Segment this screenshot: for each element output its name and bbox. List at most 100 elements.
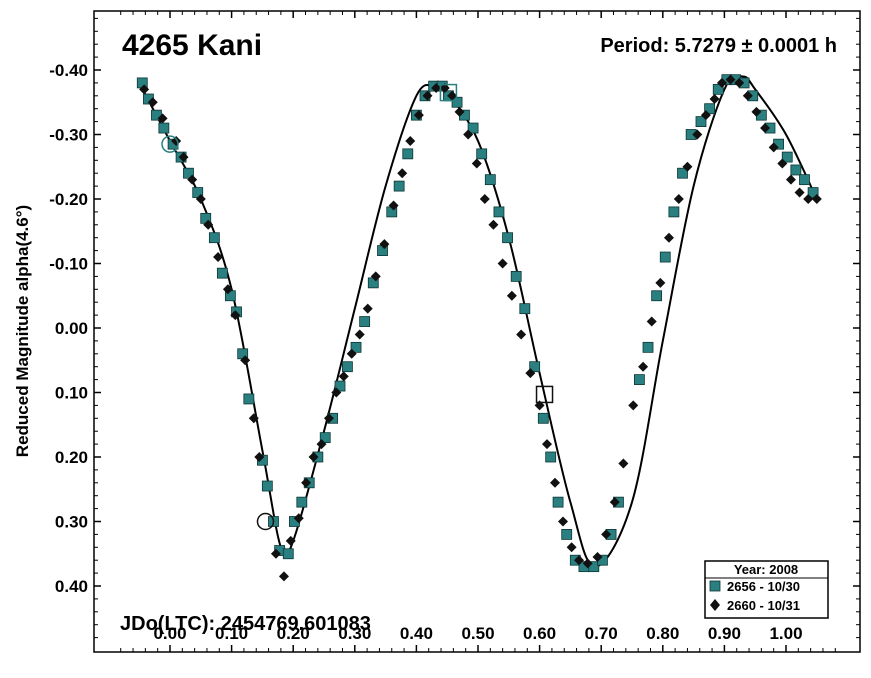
point-2656 [799,174,810,186]
plot-frame [93,10,861,653]
x-tick-label: 0.90 [708,624,741,643]
point-2660 [431,83,442,94]
point-2660 [497,258,508,269]
point-2656 [561,529,573,540]
highlight-square [535,385,554,404]
point-2656 [208,232,220,244]
legend-label-2656: 2656 - 10/30 [727,579,800,594]
x-tick-label: 0.30 [338,624,371,643]
point-2656 [712,83,724,95]
point-2656 [243,393,255,405]
point-2660 [422,90,433,101]
point-2660 [479,194,490,204]
x-axis: 0.00 0.10 0.20 0.30 0.40 0.50 0.60 0.70 0.80 0.90… [120,11,836,652]
point-2660 [278,571,289,582]
point-2656 [807,187,819,198]
chart-title: 4265 Kani [122,29,262,62]
point-2656 [350,341,362,353]
highlight-circle [256,512,275,531]
y-tick-label: 0.30 [55,513,88,532]
point-2660 [751,106,762,117]
highlight-markers [161,83,554,531]
point-2656 [633,374,645,386]
point-2656 [393,180,405,192]
point-2660 [646,316,657,327]
point-2656 [668,206,680,218]
point-2656 [402,148,414,160]
point-2660 [682,161,693,172]
point-2660 [463,129,474,140]
point-2656 [319,432,331,444]
point-2660 [139,84,150,95]
point-2660 [725,74,736,85]
point-2660 [516,329,527,340]
point-2656 [790,164,802,176]
point-2660 [370,271,381,282]
point-2656 [261,480,273,492]
x-tick-label: 0.80 [646,624,679,643]
point-2660 [663,232,674,243]
y-tick-label: -0.30 [49,126,88,145]
point-2660 [293,513,304,524]
point-2660 [413,110,424,121]
period-annotation: Period: 5.7279 ± 0.0001 h [600,35,837,57]
point-2656 [216,267,228,279]
point-2660 [673,194,684,204]
y-tick-label: -0.20 [49,190,88,209]
point-2660 [147,97,158,108]
jdo-annotation: JDo(LTC): 2454769.601083 [120,613,371,635]
point-2656 [519,303,531,315]
point-2660 [777,158,788,169]
x-tick-label: 0.20 [277,624,310,643]
point-2660 [592,551,603,562]
point-2656 [651,290,663,302]
point-2660 [734,77,745,88]
point-2656 [476,148,488,160]
point-2660 [388,200,399,211]
y-tick-label: 0.00 [55,319,88,338]
legend-box [704,560,829,619]
point-2660 [566,542,577,553]
point-2660 [346,348,357,359]
point-2660 [638,361,649,372]
point-2660 [760,123,771,134]
point-2660 [203,219,214,230]
point-2656 [529,361,541,373]
x-tick-label: 0.40 [400,624,433,643]
data-points [136,74,822,582]
point-2656 [552,496,564,508]
point-2660 [550,477,560,488]
point-2660 [692,129,703,140]
point-2660 [379,239,390,250]
y-tick-label: 0.40 [55,577,88,596]
point-2660 [655,277,666,288]
point-2656 [484,174,496,186]
point-2656 [183,167,194,179]
point-2660 [338,371,349,382]
point-2660 [716,77,727,88]
point-2660 [316,439,327,450]
legend-marker-diamond [710,599,720,611]
point-2660 [405,135,416,146]
point-2660 [157,113,168,124]
point-2660 [248,413,259,424]
point-2660 [471,158,482,169]
y-tick-label: -0.10 [49,255,88,274]
point-2656 [296,496,308,508]
point-2660 [301,477,312,488]
legend: Year: 2008 2656 - 10/30 2660 - 10/31 [704,560,829,619]
point-2660 [240,355,251,366]
point-2660 [439,83,450,94]
point-2660 [709,94,720,105]
point-2660 [254,452,265,462]
point-2660 [700,110,711,121]
point-2660 [541,439,552,450]
point-2656 [695,116,707,127]
point-2660 [768,142,779,153]
point-2656 [493,206,505,218]
x-tick-label: 0.70 [585,624,618,643]
point-2660 [506,290,517,301]
legend-label-2660: 2660 - 10/31 [727,598,800,613]
point-2660 [618,458,629,469]
